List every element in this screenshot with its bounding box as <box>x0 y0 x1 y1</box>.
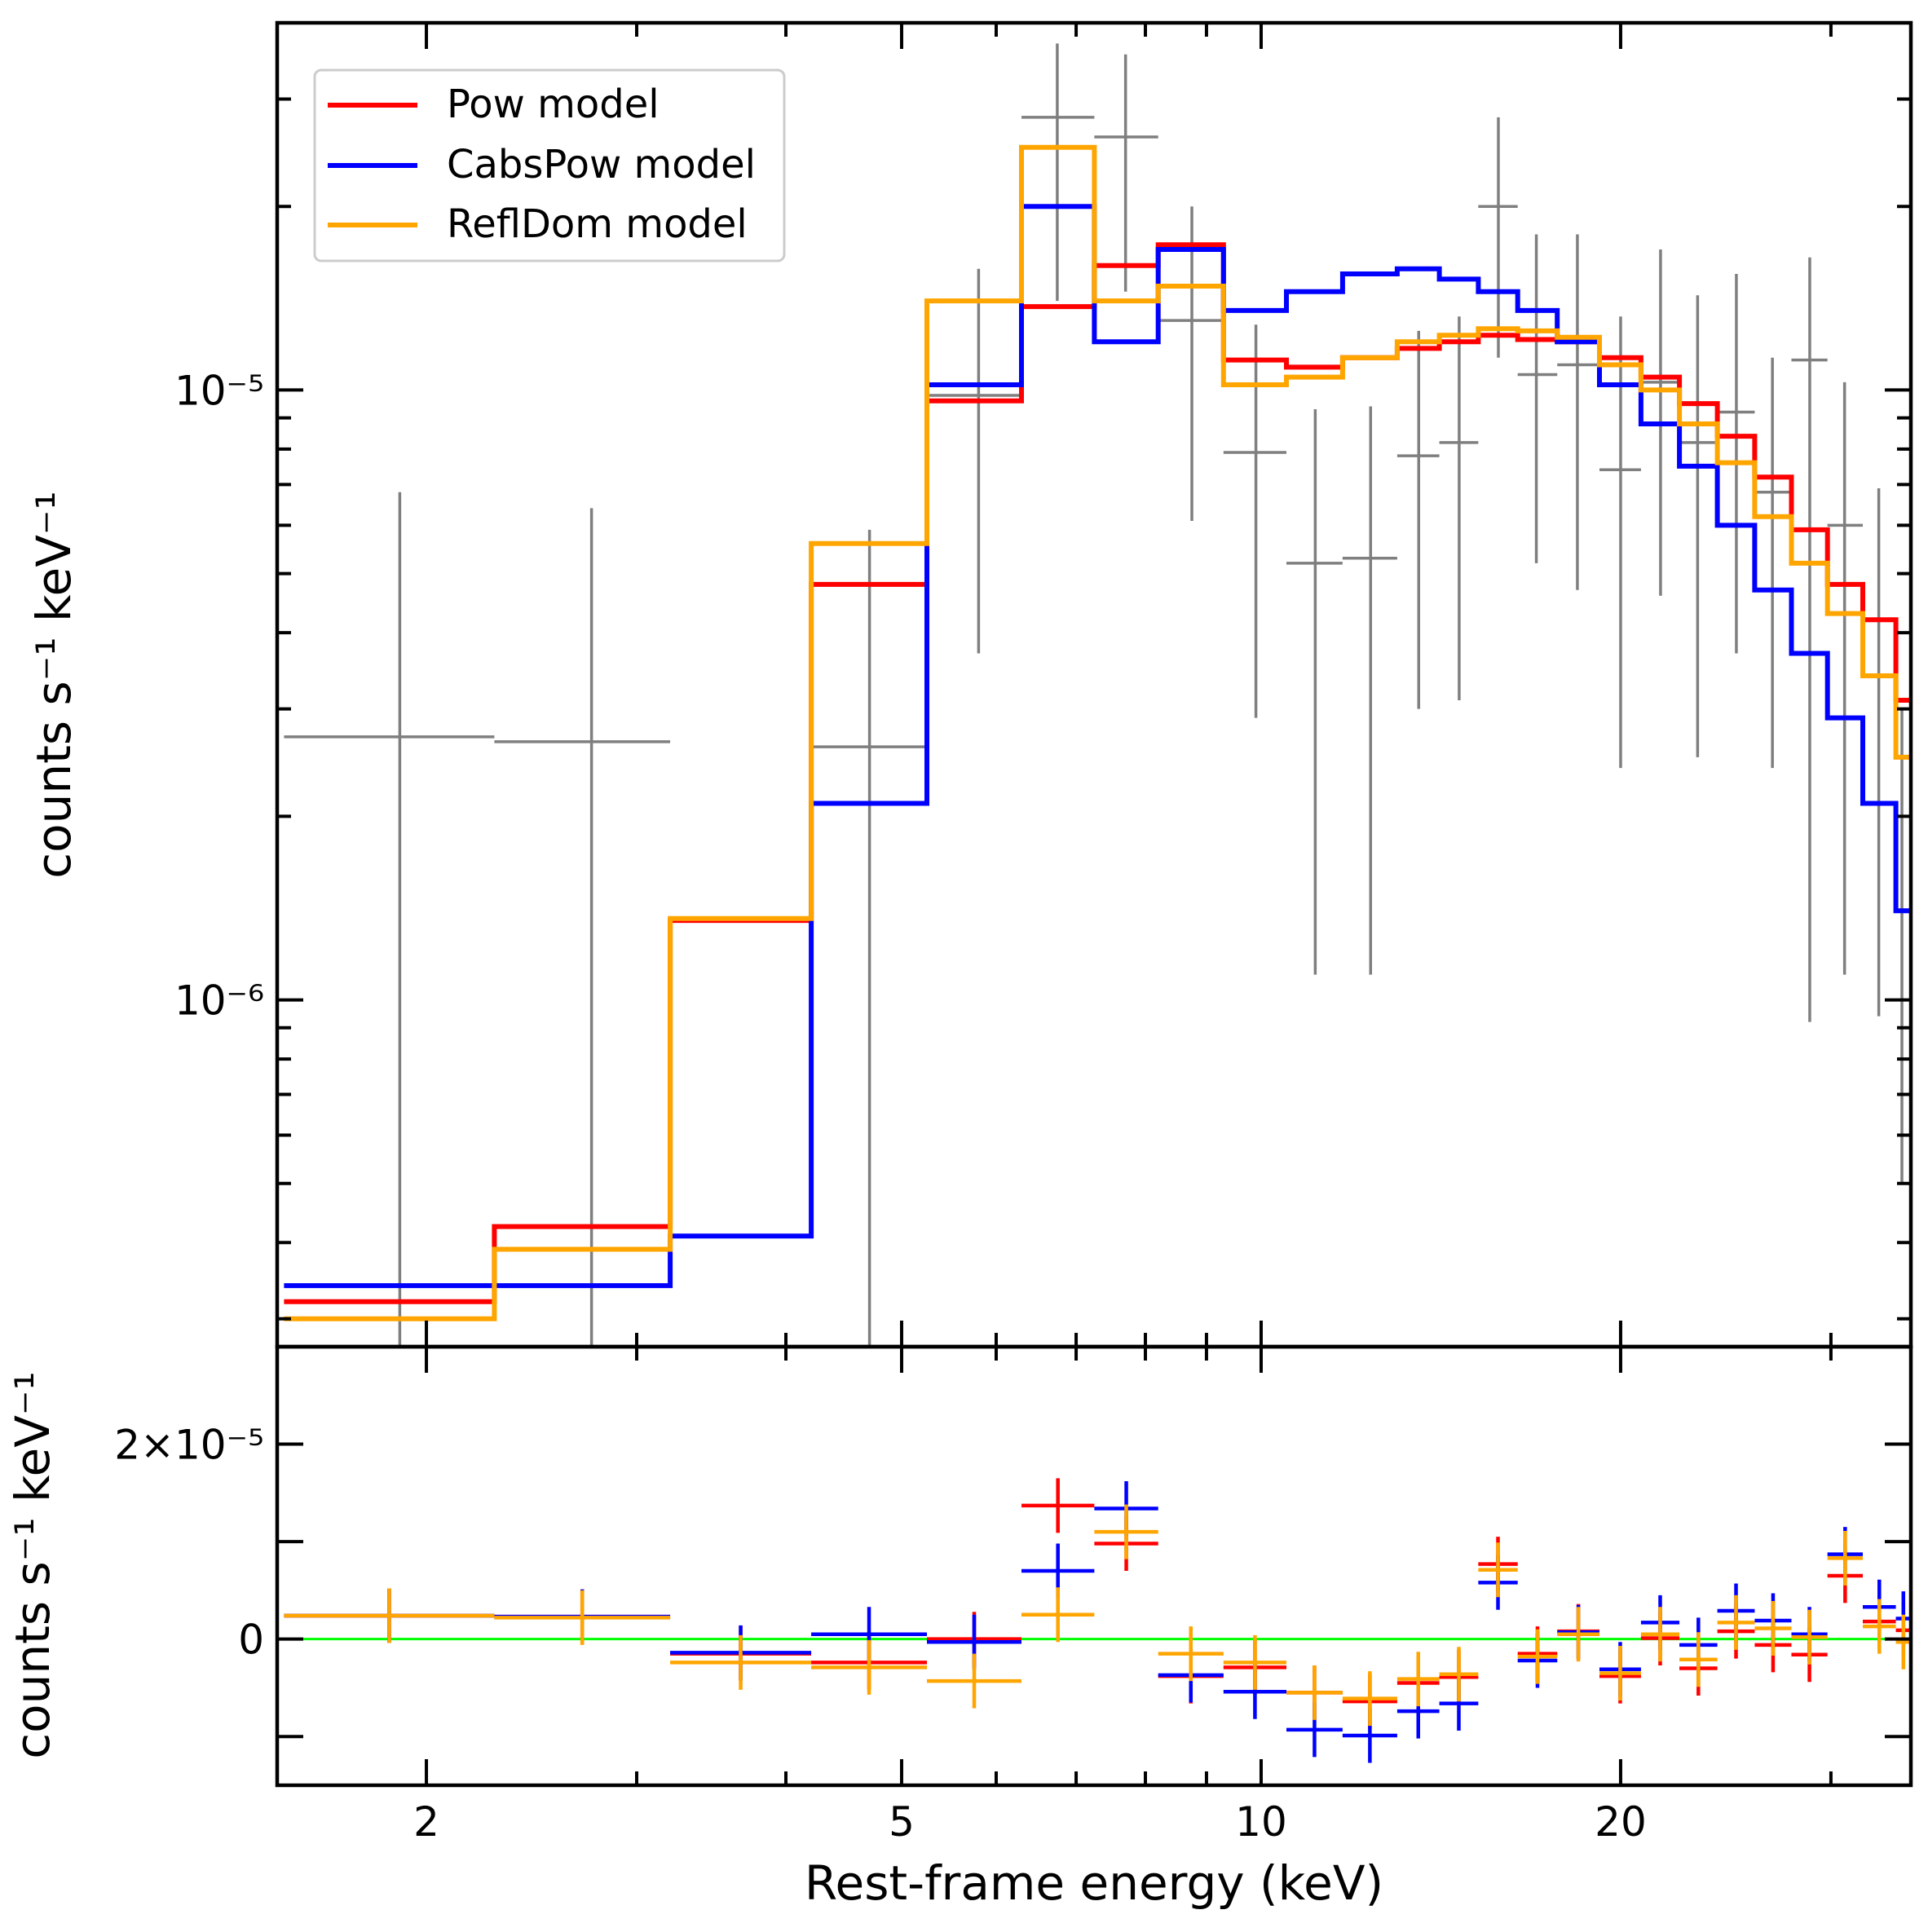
data-point <box>1223 324 1287 718</box>
bottom-y-tick-labels: 2×10⁻⁵ 0 <box>114 1422 264 1664</box>
legend-entry-cabspow: CabsPow model <box>328 142 756 187</box>
residual-series-refldom-model <box>284 1504 1911 1727</box>
data-point <box>1286 409 1343 975</box>
model-curve-pow-model <box>284 242 1911 1304</box>
residual-point <box>1640 1607 1680 1662</box>
data-point <box>811 529 928 1347</box>
data-point <box>1827 382 1863 975</box>
legend-label-cabspow: CabsPow model <box>447 142 756 187</box>
residual-point <box>1094 1504 1158 1559</box>
residual-panel: 2×10⁻⁵ 0 2 5 10 20 <box>114 1344 1913 1846</box>
y-tick-label: 2×10⁻⁵ <box>114 1422 264 1469</box>
residual-point <box>1599 1646 1641 1700</box>
y-tick-label: 10⁻⁶ <box>174 977 264 1025</box>
data-point <box>1557 234 1599 590</box>
data-point <box>1754 357 1792 769</box>
data-point <box>1679 295 1718 757</box>
residual-point <box>1021 1478 1095 1533</box>
y-tick-label: 10⁻⁵ <box>174 367 264 414</box>
top-y-tick-labels: 10⁻⁵ 10⁻⁶ <box>174 367 264 1024</box>
residual-point <box>1286 1665 1343 1720</box>
residual-point <box>927 1653 1022 1709</box>
data-point <box>1478 117 1518 358</box>
x-tick-label: 5 <box>889 1798 915 1846</box>
residual-point <box>811 1639 928 1695</box>
legend: Pow model CabsPow model ReflDom model <box>313 68 786 262</box>
spectrum-panel: 10⁻⁵ 10⁻⁶ <box>174 20 1913 1349</box>
residual-point <box>1342 1671 1397 1727</box>
data-point <box>1396 330 1440 709</box>
residual-point <box>1827 1530 1863 1586</box>
x-tick-label: 20 <box>1595 1798 1647 1846</box>
data-point <box>1599 316 1641 769</box>
residual-point <box>494 1590 671 1645</box>
residual-point <box>1223 1634 1287 1690</box>
legend-label-refldom: ReflDom model <box>447 201 748 247</box>
bottom-y-axis-label: counts s⁻¹ keV⁻¹ <box>5 1371 60 1759</box>
legend-entry-refldom: ReflDom model <box>328 201 748 247</box>
model-curves-group <box>284 144 1911 1321</box>
x-axis-label: Rest-frame energy (keV) <box>805 1855 1383 1911</box>
data-point <box>927 268 1022 654</box>
data-point <box>1021 43 1095 302</box>
data-point <box>1439 316 1479 700</box>
residual-point <box>1717 1595 1755 1650</box>
residual-point <box>1158 1626 1224 1682</box>
bottom-panel-ticks <box>277 1347 1911 1785</box>
top-y-axis-label: counts s⁻¹ keV⁻¹ <box>26 491 82 879</box>
data-point <box>1791 257 1828 1022</box>
data-point <box>1517 234 1558 563</box>
x-tick-labels: 2 5 10 20 <box>413 1798 1647 1846</box>
residual-point <box>670 1634 812 1690</box>
residual-point <box>1517 1629 1558 1684</box>
residual-point <box>1557 1607 1599 1662</box>
residual-point <box>1396 1652 1440 1707</box>
model-curve-refldom-model <box>284 144 1911 1321</box>
residual-point <box>1439 1647 1479 1702</box>
x-tick-label: 2 <box>413 1798 439 1846</box>
data-points-group <box>284 43 1911 1347</box>
residual-point <box>284 1588 495 1643</box>
residual-point <box>1895 1614 1911 1670</box>
residual-point <box>1021 1587 1095 1643</box>
residual-point <box>1791 1609 1828 1665</box>
legend-box <box>313 68 786 262</box>
residual-point <box>1478 1542 1518 1598</box>
legend-label-pow: Pow model <box>447 82 660 127</box>
residual-point <box>1679 1632 1718 1687</box>
model-curve-cabspow-model <box>284 204 1911 1289</box>
top-panel-ticks <box>277 23 1911 1347</box>
residual-point <box>1754 1601 1792 1656</box>
residual-point <box>1862 1599 1896 1654</box>
data-point <box>494 508 671 1347</box>
y-tick-label: 0 <box>238 1617 264 1664</box>
data-point <box>1342 406 1397 975</box>
data-point <box>284 492 495 1347</box>
legend-entry-pow: Pow model <box>328 82 660 127</box>
bottom-panel-frame <box>275 1344 1913 1788</box>
data-point <box>1094 54 1158 292</box>
data-point <box>1158 206 1224 522</box>
residual-points-group <box>284 1478 1911 1763</box>
x-tick-label: 10 <box>1235 1798 1287 1846</box>
